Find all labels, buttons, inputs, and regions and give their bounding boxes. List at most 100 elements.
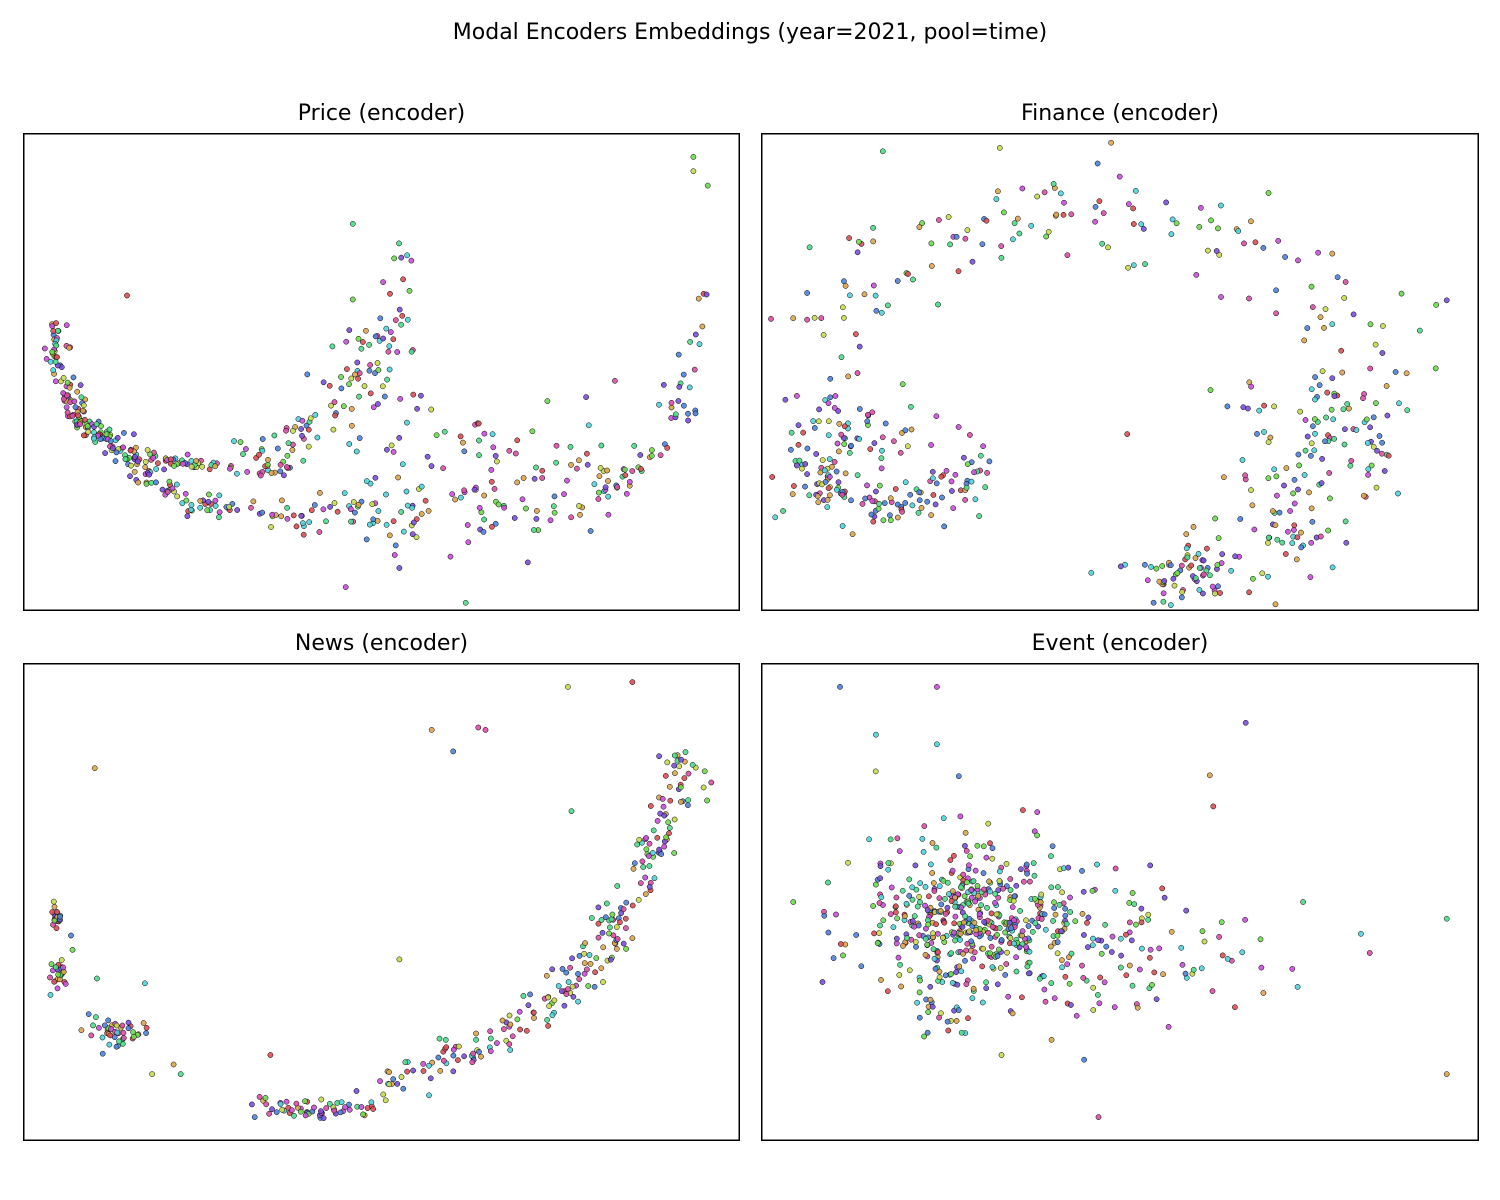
data-point xyxy=(585,422,592,429)
data-point xyxy=(946,891,952,897)
data-point xyxy=(833,486,840,493)
data-point xyxy=(553,459,559,466)
data-point xyxy=(1374,447,1380,454)
data-point xyxy=(450,1068,457,1075)
data-point xyxy=(651,875,658,882)
data-point xyxy=(569,983,576,990)
data-point xyxy=(1380,323,1386,329)
data-point xyxy=(545,994,552,1001)
data-point xyxy=(996,868,1003,875)
panel-title: News (encoder) xyxy=(294,631,469,656)
data-point xyxy=(311,1104,317,1111)
data-point xyxy=(938,1010,944,1017)
data-point xyxy=(825,432,832,439)
data-point xyxy=(69,413,76,419)
data-point xyxy=(1043,233,1050,240)
data-point xyxy=(298,512,305,519)
data-point xyxy=(975,893,982,899)
data-point xyxy=(51,917,58,924)
data-point xyxy=(283,1098,290,1105)
data-point xyxy=(681,402,687,409)
data-point xyxy=(978,902,984,908)
data-point xyxy=(847,292,853,299)
data-point xyxy=(565,684,571,690)
data-point xyxy=(950,505,957,512)
data-point xyxy=(907,491,914,498)
data-point xyxy=(476,504,483,511)
data-point xyxy=(988,910,995,917)
data-point xyxy=(879,434,886,441)
data-point xyxy=(878,977,884,983)
data-point xyxy=(283,427,289,434)
data-point xyxy=(47,358,54,365)
data-point xyxy=(1193,272,1200,278)
data-point xyxy=(600,944,607,951)
data-point xyxy=(142,464,149,471)
data-point xyxy=(511,515,518,521)
data-point xyxy=(992,900,998,906)
data-point xyxy=(149,1071,155,1077)
data-point xyxy=(251,1114,258,1120)
data-point xyxy=(284,452,291,459)
data-point xyxy=(1310,423,1316,430)
data-point xyxy=(827,394,834,401)
data-point xyxy=(868,511,875,518)
data-point xyxy=(614,484,621,490)
data-point xyxy=(1296,462,1302,469)
data-point xyxy=(1379,450,1385,457)
data-point xyxy=(547,517,554,524)
data-point xyxy=(514,479,521,486)
data-point xyxy=(1034,832,1040,839)
data-point xyxy=(400,1085,407,1092)
data-point xyxy=(887,517,894,524)
data-point xyxy=(433,432,440,439)
data-point xyxy=(957,884,964,891)
data-point xyxy=(966,928,973,935)
data-point xyxy=(1160,971,1166,978)
data-point xyxy=(905,271,911,277)
data-point xyxy=(509,1033,516,1040)
data-point xyxy=(380,279,386,285)
data-point xyxy=(551,997,558,1004)
data-point xyxy=(916,224,923,230)
data-point xyxy=(656,401,662,408)
data-point xyxy=(936,217,942,223)
data-point xyxy=(938,473,945,480)
data-point xyxy=(1096,198,1103,204)
data-point xyxy=(815,418,822,425)
data-point xyxy=(1281,482,1287,489)
data-point xyxy=(962,235,969,242)
data-point xyxy=(1300,899,1306,905)
data-point xyxy=(930,492,937,498)
data-point xyxy=(47,974,53,981)
data-point xyxy=(575,998,581,1005)
data-point xyxy=(931,955,938,962)
data-point xyxy=(626,479,633,485)
data-point xyxy=(1201,938,1208,945)
data-point xyxy=(1198,204,1204,211)
data-point xyxy=(586,952,593,958)
data-point xyxy=(922,902,928,909)
data-point xyxy=(1125,264,1131,271)
data-point xyxy=(699,323,706,330)
data-point xyxy=(848,442,854,449)
data-point xyxy=(1168,928,1175,935)
data-point xyxy=(1432,365,1439,372)
data-point xyxy=(128,462,134,469)
data-point xyxy=(567,964,573,971)
data-point xyxy=(461,487,467,494)
data-point xyxy=(690,168,697,175)
axes-frame xyxy=(761,133,1479,611)
data-point xyxy=(1144,577,1151,584)
data-point xyxy=(1028,222,1035,229)
data-point xyxy=(989,964,996,970)
data-point xyxy=(390,449,397,455)
data-point xyxy=(858,963,865,970)
data-point xyxy=(290,512,297,519)
data-point xyxy=(1190,524,1197,530)
data-point xyxy=(78,1027,85,1034)
data-point xyxy=(146,471,153,478)
data-point xyxy=(931,888,938,894)
data-point xyxy=(519,496,526,503)
data-point xyxy=(983,985,990,992)
